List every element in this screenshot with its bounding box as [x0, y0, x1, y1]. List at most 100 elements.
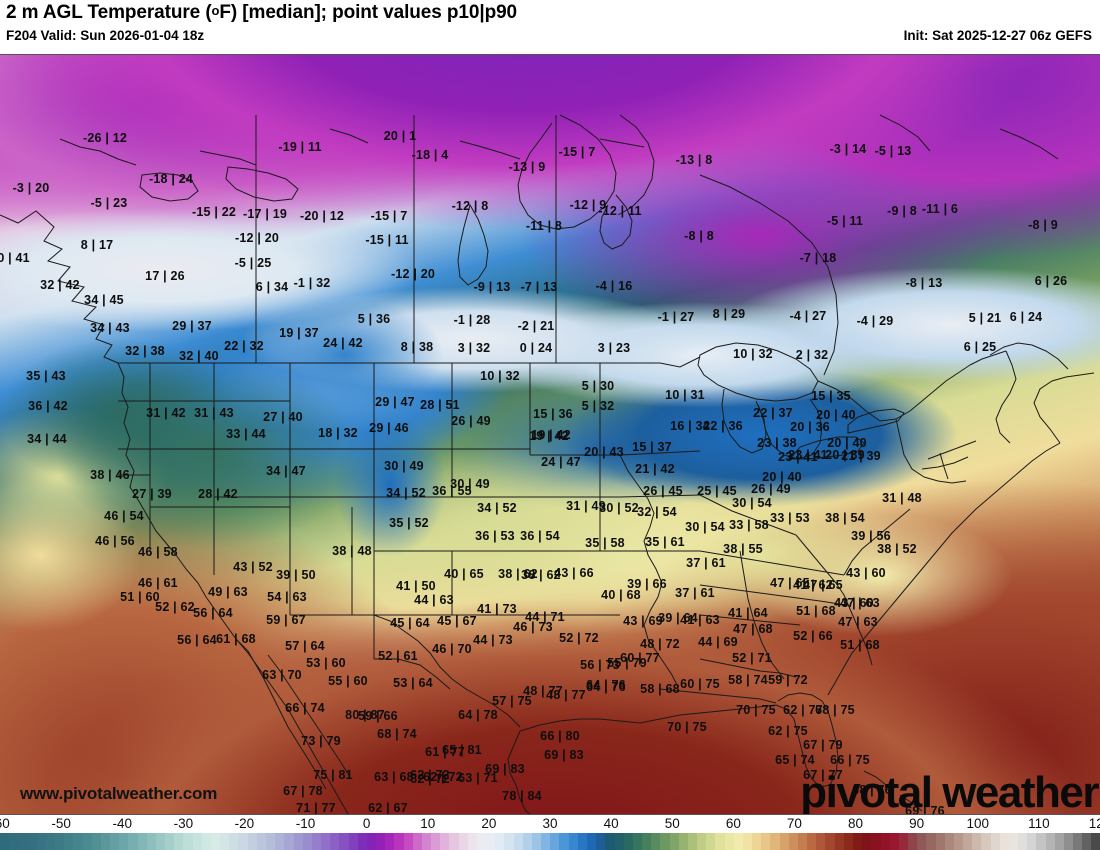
colorbar-swatch [137, 833, 147, 850]
point-value-label: 40 | 65 [444, 567, 484, 581]
colorbar-swatch [110, 833, 120, 850]
colorbar-swatch [220, 833, 230, 850]
point-value-label: 3 | 23 [597, 341, 631, 355]
point-value-label: 36 | 55 [432, 484, 472, 498]
colorbar-swatch [1045, 833, 1055, 850]
point-value-label: 38 | 62 [498, 567, 538, 581]
colorbar-swatch [265, 833, 276, 850]
point-value-label: 62 | 75 [768, 724, 808, 738]
point-value-label: 59 | 66 [358, 709, 398, 723]
point-value-label: 57 | 64 [285, 639, 325, 653]
point-value-label: -5 | 13 [874, 144, 912, 158]
border-path [699, 584, 847, 606]
point-value-label: 53 | 60 [306, 656, 346, 670]
point-value-label: 48 | 77 [546, 688, 586, 702]
point-value-label: 33 | 58 [729, 518, 769, 532]
point-value-label: 2 | 32 [795, 348, 829, 362]
point-value-label: 41 | 63 [680, 613, 720, 627]
point-value-label: 39 | 64 [658, 611, 698, 625]
point-value-label: 78 | 84 [502, 789, 542, 803]
colorbar-swatch [421, 833, 432, 850]
colorbar-swatch [733, 833, 743, 850]
point-value-label: 66 | 80 [540, 729, 580, 743]
colorbar-swatch [742, 833, 753, 850]
colorbar-swatch [376, 833, 386, 850]
colorbar-swatch [229, 833, 239, 850]
point-value-label: 64 | 78 [458, 708, 498, 722]
colorbar-swatch [119, 833, 129, 850]
point-value-label: 75 | 81 [313, 768, 353, 782]
colorbar-swatch [632, 833, 643, 850]
point-value-label: 48 | 77 [523, 684, 563, 698]
point-value-label: 66 | 74 [285, 701, 325, 715]
colorbar-swatch [1063, 833, 1074, 850]
point-value-label: 19 | 37 [279, 326, 319, 340]
point-value-label: 26 | 45 [643, 484, 683, 498]
point-value-label: -13 | 8 [675, 153, 713, 167]
colorbar-swatch [1054, 833, 1064, 850]
point-value-label: 56 | 64 [177, 633, 217, 647]
point-value-label: 38 | 62 [521, 568, 561, 582]
brand-watermark: pivotal weather [800, 768, 1099, 815]
colorbar-swatch [45, 833, 56, 850]
point-value-label: 45 | 67 [437, 614, 477, 628]
point-value-label: -5 | 11 [826, 214, 864, 228]
point-value-label: 34 | 47 [266, 464, 306, 478]
colorbar-swatch [18, 833, 28, 850]
point-value-label: -3 | 14 [829, 142, 867, 156]
colorbar-swatch [531, 833, 542, 850]
point-value-label: -26 | 12 [82, 131, 128, 145]
colorbar-swatch [669, 833, 679, 850]
point-value-label: -13 | 9 [508, 160, 546, 174]
colorbar[interactable]: -60 -50 -40 -30 -20 -10 0 10 20 30 40 50 60 70 80 90 100… [0, 816, 1100, 850]
colorbar-swatch [880, 833, 890, 850]
colorbar-tick-label: -50 [51, 816, 71, 831]
colorbar-swatch [660, 833, 670, 850]
point-value-label: 39 | 66 [627, 577, 667, 591]
point-value-label: 41 | 62 [793, 578, 833, 592]
point-value-label: -8 | 9 [1028, 218, 1058, 232]
colorbar-swatch [770, 833, 780, 850]
temperature-field-detail [0, 55, 1100, 814]
temperature-map[interactable]: -26 | 12 -3 | 20 -5 | 23 -18 | 24 -15 | 22 -1… [0, 54, 1100, 815]
point-value-label: 63 | 70 [262, 668, 302, 682]
colorbar-swatch [1036, 833, 1046, 850]
point-value-label: 20 | 1 [383, 129, 417, 143]
point-value-label: 31 | 42 [146, 406, 186, 420]
point-value-label: -12 | 11 [598, 204, 642, 218]
border-path [795, 534, 873, 666]
point-value-label: 52 | 72 [559, 631, 599, 645]
point-value-label: 34 | 44 [27, 432, 67, 446]
colorbar-swatch [366, 833, 377, 850]
colorbar-swatch [715, 833, 725, 850]
colorbar-tick-label: 30 [542, 816, 558, 831]
colorbar-swatch [1027, 833, 1037, 850]
colorbar-swatch [238, 833, 248, 850]
point-value-label: 53 | 64 [393, 676, 433, 690]
border-path [879, 114, 931, 152]
point-value-label: -12 | 9 [569, 198, 607, 212]
colorbar-tick-label: 40 [603, 816, 619, 831]
point-value-label: -7 | 18 [799, 251, 837, 265]
colorbar-swatch [440, 833, 450, 850]
colorbar-swatch [779, 833, 789, 850]
point-value-label: 52 | 61 [378, 649, 418, 663]
colorbar-swatch [82, 833, 92, 850]
colorbar-swatch [935, 833, 945, 850]
point-value-label: 38 | 48 [332, 544, 372, 558]
point-value-label: 46 | 61 [138, 576, 178, 590]
point-value-label: -18 | 24 [148, 172, 194, 186]
colorbar-swatch [706, 833, 716, 850]
colorbar-swatch [495, 833, 505, 850]
point-value-label: 32 | 42 [40, 278, 80, 292]
colorbar-swatch [100, 833, 111, 850]
point-value-label: 59 | 72 [768, 673, 808, 687]
point-value-label: 35 | 43 [26, 369, 66, 383]
colorbar-swatch [678, 833, 688, 850]
point-value-label: 30 | 54 [685, 520, 725, 534]
colorbar-swatch [550, 833, 560, 850]
point-value-label: 30 | 54 [732, 496, 772, 510]
colorbar-swatch [27, 833, 37, 850]
colorbar-swatch [247, 833, 257, 850]
border-path [235, 638, 327, 790]
